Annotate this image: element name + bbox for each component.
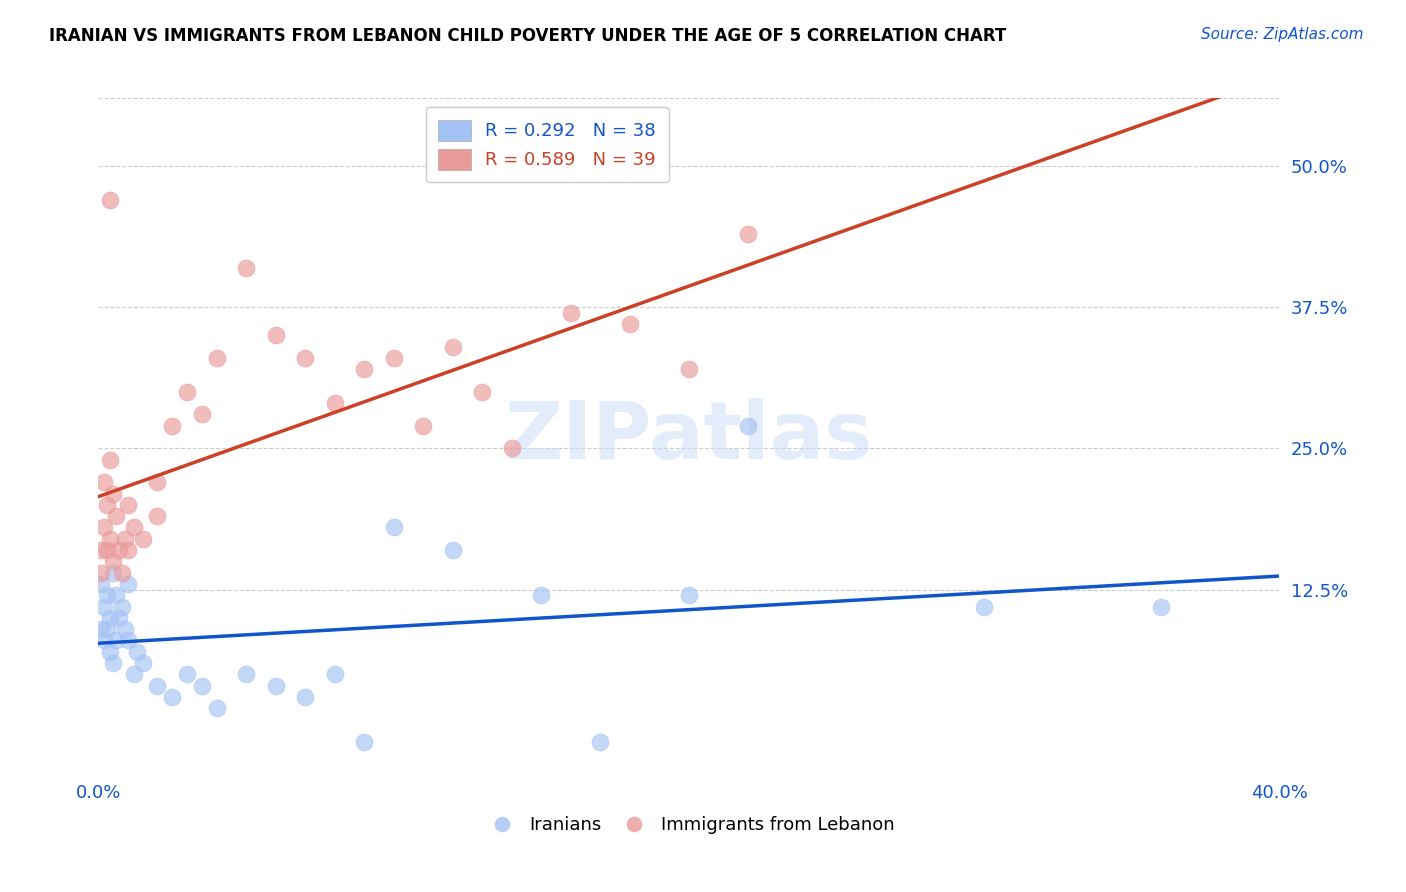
Point <box>105 633 128 648</box>
Text: ZIPatlas: ZIPatlas <box>505 398 873 476</box>
Point <box>96 622 118 636</box>
Point <box>90 543 112 558</box>
Point <box>90 566 112 580</box>
Point <box>294 690 316 704</box>
Point <box>205 351 228 365</box>
Point <box>122 667 145 681</box>
Point <box>98 611 121 625</box>
Point <box>117 543 139 558</box>
Point <box>108 543 131 558</box>
Point <box>96 498 118 512</box>
Point <box>1150 599 1173 614</box>
Point <box>323 396 346 410</box>
Point <box>235 260 257 275</box>
Point <box>93 475 115 490</box>
Point <box>235 667 257 681</box>
Point <box>530 588 553 602</box>
Legend: Iranians, Immigrants from Lebanon: Iranians, Immigrants from Lebanon <box>477 809 901 841</box>
Point <box>589 735 612 749</box>
Point <box>98 452 121 467</box>
Point <box>619 317 641 331</box>
Point <box>441 340 464 354</box>
Text: IRANIAN VS IMMIGRANTS FROM LEBANON CHILD POVERTY UNDER THE AGE OF 5 CORRELATION : IRANIAN VS IMMIGRANTS FROM LEBANON CHILD… <box>49 27 1007 45</box>
Point <box>737 227 759 241</box>
Point <box>96 543 118 558</box>
Point <box>125 645 148 659</box>
Point <box>678 362 700 376</box>
Point <box>93 520 115 534</box>
Point <box>103 566 125 580</box>
Point <box>162 690 183 704</box>
Point <box>737 418 759 433</box>
Point <box>205 701 228 715</box>
Point <box>176 384 198 399</box>
Point <box>103 486 125 500</box>
Point <box>117 498 139 512</box>
Point <box>114 622 136 636</box>
Point <box>114 532 136 546</box>
Point <box>117 577 139 591</box>
Point <box>353 735 375 749</box>
Point <box>162 418 183 433</box>
Point <box>103 554 125 568</box>
Point <box>176 667 198 681</box>
Point <box>441 543 464 558</box>
Point <box>501 442 523 456</box>
Point <box>132 532 155 546</box>
Point <box>146 475 169 490</box>
Point <box>560 306 582 320</box>
Point <box>105 588 128 602</box>
Point <box>93 633 115 648</box>
Point <box>111 566 134 580</box>
Point <box>98 645 121 659</box>
Point <box>98 193 121 207</box>
Point <box>146 509 169 524</box>
Point <box>90 622 112 636</box>
Point <box>294 351 316 365</box>
Point <box>412 418 434 433</box>
Point <box>117 633 139 648</box>
Point <box>678 588 700 602</box>
Point <box>103 656 125 670</box>
Point <box>108 611 131 625</box>
Point <box>132 656 155 670</box>
Point <box>191 679 214 693</box>
Point <box>471 384 494 399</box>
Point <box>93 599 115 614</box>
Point <box>264 679 287 693</box>
Point <box>382 520 405 534</box>
Point <box>353 362 375 376</box>
Point <box>90 577 112 591</box>
Point <box>264 328 287 343</box>
Point <box>105 509 128 524</box>
Point <box>146 679 169 693</box>
Point <box>111 599 134 614</box>
Point <box>96 588 118 602</box>
Point <box>191 408 214 422</box>
Text: Source: ZipAtlas.com: Source: ZipAtlas.com <box>1201 27 1364 42</box>
Point <box>323 667 346 681</box>
Point <box>973 599 995 614</box>
Point <box>382 351 405 365</box>
Point <box>122 520 145 534</box>
Point <box>98 532 121 546</box>
